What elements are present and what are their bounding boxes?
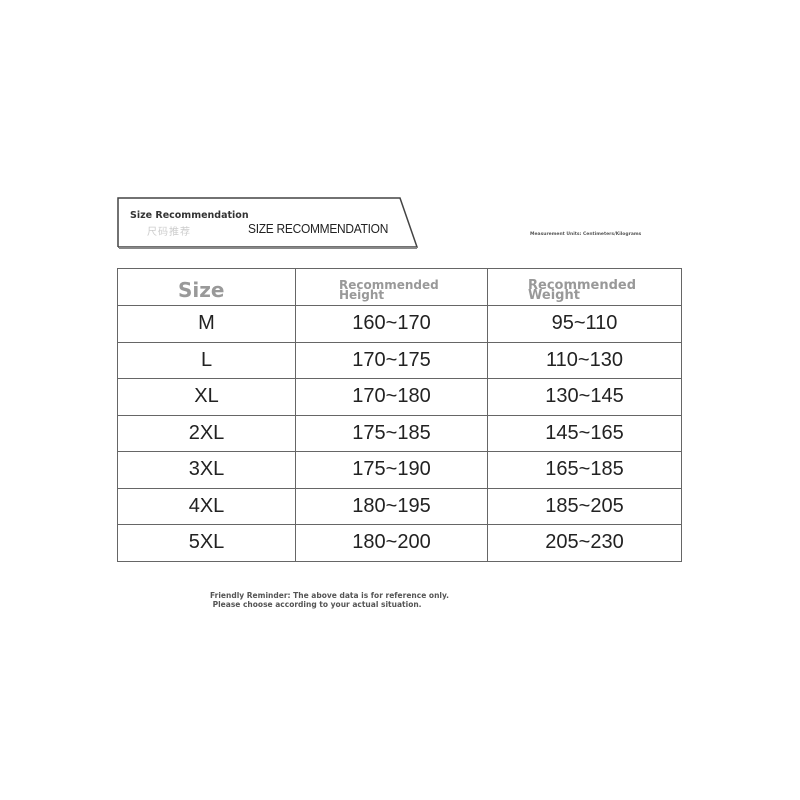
header-weight: Recommended Weight: [528, 278, 637, 303]
cell-size: 2XL: [117, 414, 296, 452]
measurement-units: Measurement Units: Centimeters/Kilograms: [530, 232, 642, 237]
friendly-reminder: Friendly Reminder: The above data is for…: [210, 591, 449, 609]
cell-size: XL: [117, 378, 296, 416]
reminder-line-2: Please choose according to your actual s…: [210, 600, 422, 609]
reminder-line-1: Friendly Reminder: The above data is for…: [210, 591, 450, 600]
cell-height: 175~190: [295, 451, 488, 489]
size-table: Size Recommended Height Recommended Weig…: [117, 268, 682, 562]
table-row: 2XL 175~185 145~165: [117, 414, 682, 452]
cell-weight: 145~165: [487, 414, 682, 452]
table-row: XL 170~180 130~145: [117, 378, 682, 416]
cell-height: 180~200: [295, 524, 488, 562]
title-banner: Size Recommendation 尺码推荐 SIZE RECOMMENDA…: [117, 197, 419, 249]
table-row: M 160~170 95~110: [117, 305, 682, 343]
header-height: Recommended Height: [339, 278, 439, 302]
cell-size: 4XL: [117, 487, 296, 525]
banner-faded-text: 尺码推荐: [147, 227, 191, 238]
table-row: 4XL 180~195 185~205: [117, 487, 682, 525]
cell-weight: 165~185: [487, 451, 682, 489]
cell-weight: 205~230: [487, 524, 682, 562]
header-size: Size: [178, 278, 225, 302]
cell-weight: 185~205: [487, 487, 682, 525]
cell-weight: 95~110: [487, 305, 682, 343]
cell-size: 5XL: [117, 524, 296, 562]
cell-weight: 130~145: [487, 378, 682, 416]
table-header-row: Size Recommended Height Recommended Weig…: [117, 268, 682, 306]
cell-height: 170~180: [295, 378, 488, 416]
table-row: L 170~175 110~130: [117, 341, 682, 379]
table-row: 5XL 180~200 205~230: [117, 524, 682, 562]
cell-size: 3XL: [117, 451, 296, 489]
banner-small-title: Size Recommendation: [130, 210, 249, 221]
cell-weight: 110~130: [487, 341, 682, 379]
table-row: 3XL 175~190 165~185: [117, 451, 682, 489]
cell-size: M: [117, 305, 296, 343]
banner-main-title: SIZE RECOMMENDATION: [248, 221, 389, 236]
cell-height: 175~185: [295, 414, 488, 452]
cell-height: 180~195: [295, 487, 488, 525]
cell-size: L: [117, 341, 296, 379]
banner-frame: [117, 197, 419, 249]
cell-height: 170~175: [295, 341, 488, 379]
cell-height: 160~170: [295, 305, 488, 343]
